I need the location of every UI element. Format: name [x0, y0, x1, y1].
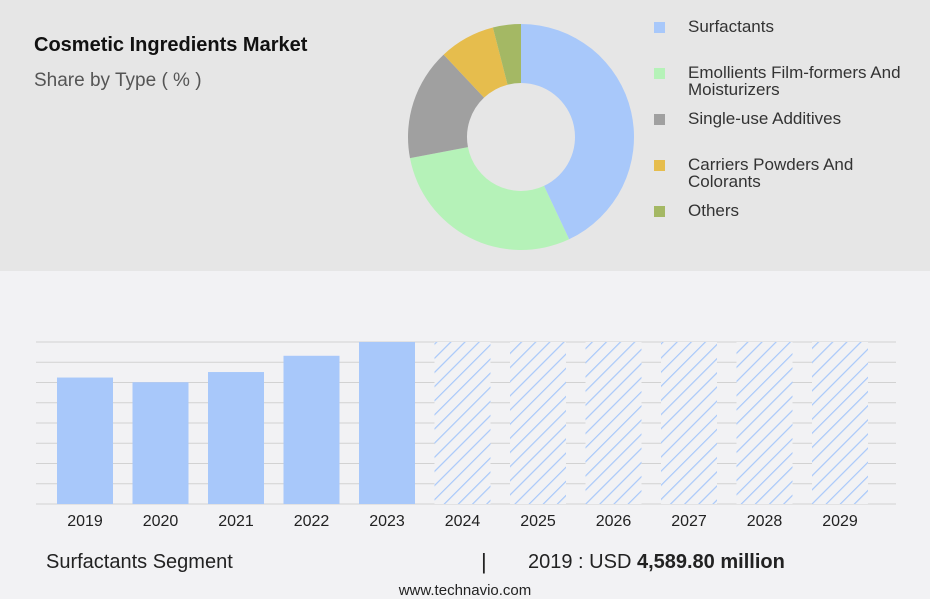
x-tick-label: 2023: [369, 513, 405, 530]
source-url: www.technavio.com: [398, 582, 532, 599]
bar-forecast-2025: [510, 342, 566, 504]
legend-swatch-emollients: [654, 68, 665, 79]
chart-subtitle: Share by Type ( % ): [34, 70, 202, 91]
legend-swatch-single-use-additives: [654, 114, 665, 125]
footer-separator: |: [481, 549, 487, 574]
legend-label: Surfactants: [688, 17, 774, 36]
x-tick-label: 2029: [822, 513, 858, 530]
bar-forecast-2028: [736, 342, 793, 504]
donut-slice-surfactants: [521, 24, 635, 240]
legend-swatch-carriers: [654, 160, 665, 171]
bar-2019: [57, 377, 113, 504]
bar-2023: [359, 342, 415, 504]
x-tick-label: 2024: [445, 513, 481, 530]
bar-2020: [132, 382, 189, 504]
donut-slice-carriers-powders-and-colorants: [443, 27, 508, 98]
bar-forecast-2027: [661, 342, 717, 504]
legend-label: Carriers Powders And Colorants: [688, 155, 854, 191]
bar-2021: [208, 372, 264, 504]
legend-label: Others: [688, 201, 740, 220]
x-tick-label: 2027: [671, 513, 707, 530]
legend-swatch-surfactants: [654, 22, 665, 33]
bar-forecast-2029: [812, 342, 868, 504]
legend-label: Single-use Additives: [688, 109, 842, 128]
donut-slice-emollients-film-formers-and-moisturizers: [410, 147, 570, 250]
x-tick-label: 2026: [596, 513, 632, 530]
legend-label: Emollients Film-formers And Moisturizers: [688, 63, 901, 99]
segment-value-prefix: 2019 : USD: [528, 551, 637, 573]
donut-chart: [408, 24, 635, 250]
x-tick-label: 2028: [747, 513, 783, 530]
chart-title: Cosmetic Ingredients Market: [34, 34, 308, 56]
legend-swatch-others: [654, 206, 665, 217]
bar-2022: [283, 355, 340, 504]
donut-slice-single-use-additives: [408, 54, 485, 159]
donut-slice-others: [492, 24, 521, 85]
segment-value-amount: 4,589.80 million: [636, 551, 785, 573]
x-tick-label: 2021: [218, 513, 254, 530]
bar-forecast-2024: [434, 342, 491, 504]
bar-forecast-2026: [585, 342, 642, 504]
x-tick-label: 2025: [520, 513, 556, 530]
x-tick-label: 2019: [67, 513, 103, 530]
x-tick-label: 2022: [294, 513, 330, 530]
segment-label: Surfactants Segment: [46, 551, 233, 573]
segment-value: 2019 : USD 4,589.80 million: [528, 551, 785, 574]
bar-chart: 2019 2020 2021 2022 2023 2024 2025 2026 2027 2028…: [36, 341, 896, 530]
x-tick-label: 2020: [143, 513, 179, 530]
